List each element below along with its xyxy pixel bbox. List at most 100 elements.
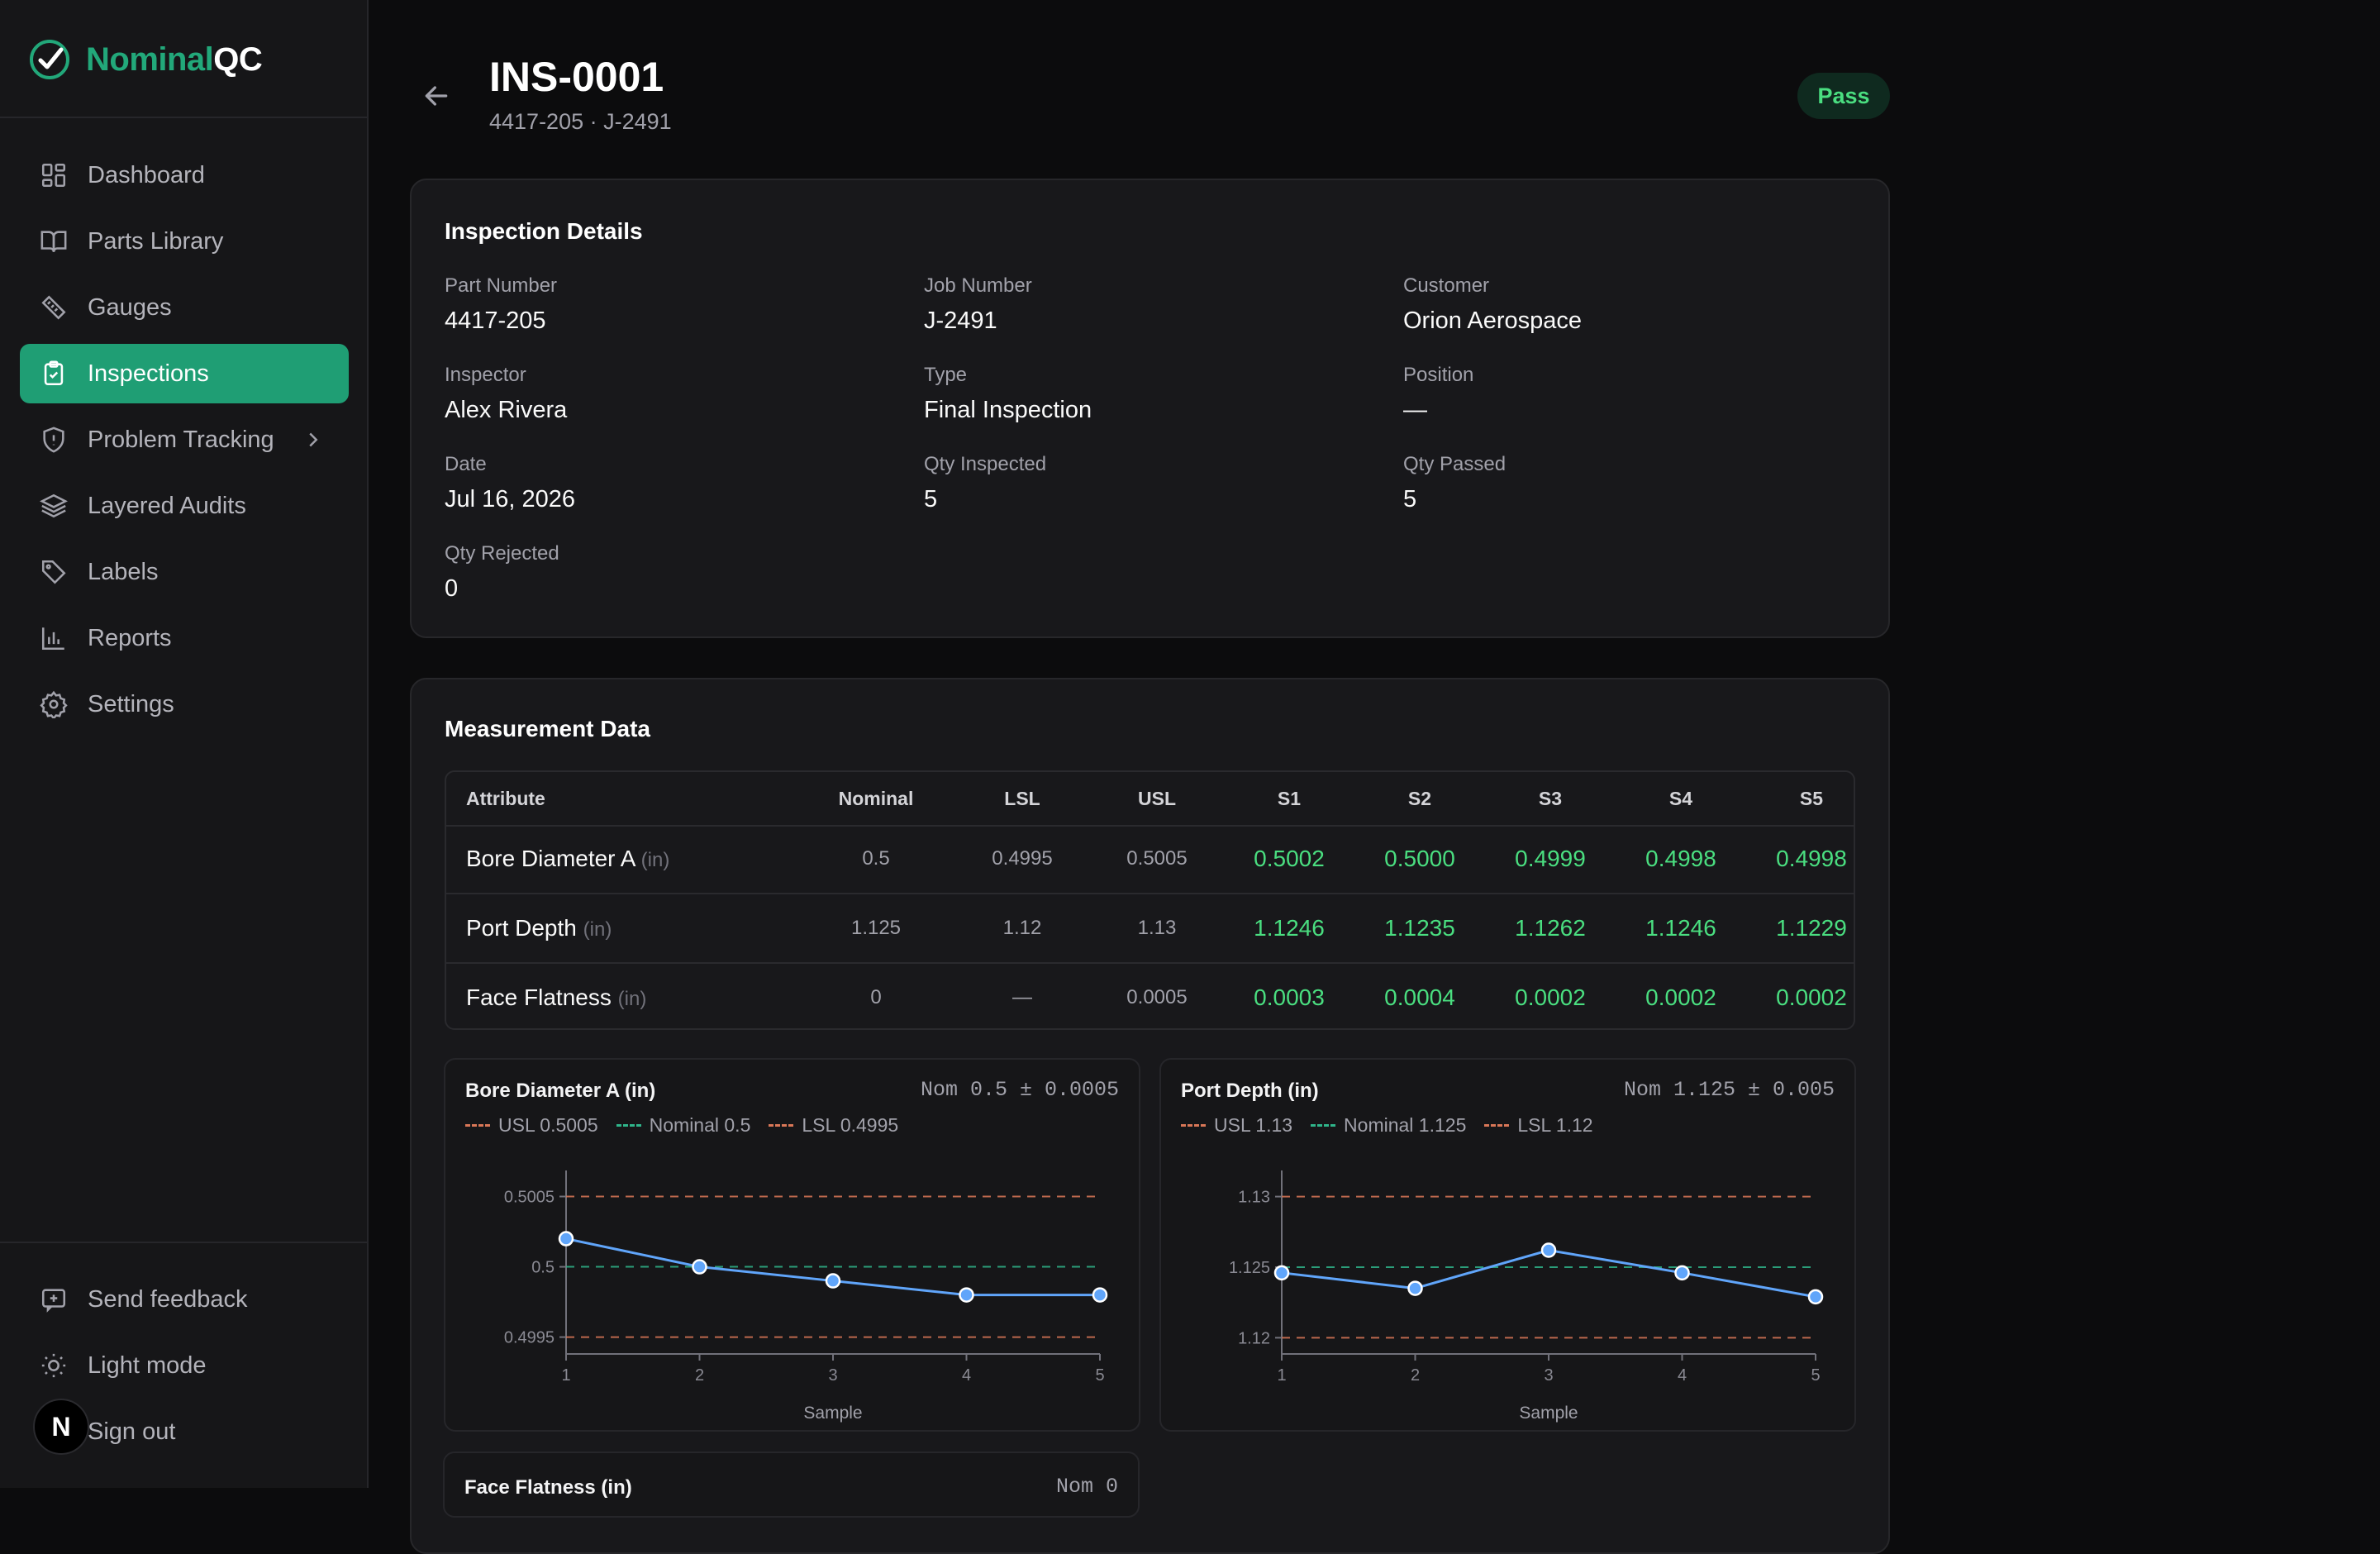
- sidebar-item-parts-library[interactable]: Parts Library: [20, 212, 349, 271]
- field-position: Position —: [1403, 364, 1473, 424]
- usl-cell: 1.13: [1137, 917, 1177, 939]
- dashboard-icon: [41, 163, 66, 188]
- table-row[interactable]: Port Depth (in) 1.125 1.12 1.13 1.1246 1…: [446, 894, 1854, 964]
- sidebar-item-labels[interactable]: Labels: [20, 542, 349, 602]
- legend-swatch: [616, 1124, 641, 1127]
- sidebar-bottom: Send feedback Light mode Sign out: [20, 1270, 349, 1468]
- legend-label: USL 0.5005: [498, 1114, 598, 1136]
- x-tick-label: 2: [1411, 1366, 1420, 1385]
- sidebar-item-label: Dashboard: [88, 161, 205, 188]
- column-header: S4: [1668, 788, 1693, 809]
- book-icon: [40, 231, 67, 252]
- y-tick-label: 1.13: [1238, 1189, 1270, 1207]
- field-value: 4417-205: [445, 307, 546, 334]
- field-label: Position: [1403, 364, 1474, 386]
- x-tick-label: 1: [561, 1366, 570, 1385]
- chart-legend: USL 0.5005 Nominal 0.5 LSL 0.4995: [465, 1114, 898, 1137]
- x-tick-label: 3: [1544, 1366, 1553, 1385]
- data-point: [692, 1259, 707, 1275]
- table-row[interactable]: Bore Diameter A (in) 0.5 0.4995 0.5005 0…: [446, 825, 1854, 894]
- chevron-right-icon: [309, 432, 318, 447]
- y-tick-label: 0.5: [531, 1259, 555, 1277]
- sidebar-item-gauges[interactable]: Gauges: [20, 278, 349, 337]
- sample-cell: 0.0002: [1515, 984, 1586, 1010]
- sample-cell: 0.5002: [1254, 846, 1325, 871]
- column-header: S5: [1799, 788, 1824, 809]
- sun-icon: [41, 1353, 66, 1378]
- x-tick-label: 4: [962, 1366, 971, 1385]
- ruler-icon: [41, 295, 66, 320]
- field-label: Qty Rejected: [445, 542, 559, 565]
- sidebar-item-dashboard[interactable]: Dashboard: [20, 145, 349, 205]
- chart-title: Port Depth (in): [1181, 1080, 1319, 1102]
- card-title: Inspection Details: [445, 218, 643, 244]
- chart-face-flatness: Face Flatness (in) Nom 0: [443, 1452, 1140, 1518]
- chart-plot: 0.4995 0.5 0.5005 1 2 3 4 5 Sample: [504, 1170, 1108, 1423]
- sidebar-item-layered-audits[interactable]: Layered Audits: [20, 476, 349, 536]
- column-header: LSL: [1004, 788, 1040, 809]
- legend-swatch: [1484, 1124, 1510, 1127]
- sidebar-item-label: Layered Audits: [88, 492, 246, 519]
- sidebar-divider: [0, 117, 369, 118]
- field-label: Part Number: [445, 274, 558, 297]
- brand-name: NominalQC: [86, 41, 263, 79]
- sidebar-item-problem-tracking[interactable]: Problem Tracking: [20, 410, 349, 470]
- table-header: Attribute Nominal LSL USL S1 S2 S3 S4 S5: [446, 772, 1854, 827]
- light-mode-toggle[interactable]: Light mode: [20, 1336, 349, 1395]
- x-tick-label: 3: [828, 1366, 837, 1385]
- column-header: Attribute: [466, 788, 545, 809]
- data-point: [558, 1231, 574, 1247]
- legend-label: LSL 1.12: [1517, 1114, 1593, 1136]
- chart-bore-diameter: Bore Diameter A (in) Nom 0.5 ± 0.0005 US…: [444, 1058, 1140, 1432]
- chart-plot: 1.12 1.125 1.13 1 2 3 4 5 Sample: [1229, 1170, 1824, 1423]
- attribute-unit: (in): [640, 849, 670, 871]
- clipboard-check-icon: [44, 360, 64, 386]
- lsl-cell: 1.12: [1002, 917, 1042, 939]
- field-value: 0: [445, 575, 459, 602]
- check-circle-icon: [30, 40, 69, 79]
- send-feedback-button[interactable]: Send feedback: [20, 1270, 349, 1329]
- field-value: —: [1403, 397, 1427, 423]
- sidebar-item-reports[interactable]: Reports: [20, 608, 349, 668]
- chart-port-depth: Port Depth (in) Nom 1.125 ± 0.005 USL 1.…: [1159, 1058, 1856, 1432]
- logo[interactable]: NominalQC: [28, 36, 263, 83]
- x-tick-label: 1: [1277, 1366, 1286, 1385]
- attribute-cell: Face Flatness (in): [466, 964, 647, 1028]
- bar-chart-icon: [41, 627, 64, 651]
- legend-usl: USL 0.5005: [465, 1114, 598, 1137]
- lsl-cell: —: [1012, 986, 1032, 1008]
- sidebar-item-settings[interactable]: Settings: [20, 675, 349, 734]
- legend-lsl: LSL 0.4995: [769, 1114, 898, 1137]
- table-row[interactable]: Face Flatness (in) 0 — 0.0005 0.0003 0.0…: [446, 964, 1854, 1028]
- sidebar-item-inspections[interactable]: Inspections: [20, 344, 349, 403]
- card-title: Measurement Data: [445, 716, 650, 741]
- legend-label: USL 1.13: [1214, 1114, 1293, 1136]
- sample-cell: 0.0004: [1384, 984, 1455, 1010]
- sidebar: NominalQC Dashboard Parts Library Gauges…: [0, 0, 369, 1488]
- y-tick-label: 0.4995: [504, 1329, 555, 1347]
- data-point: [1407, 1280, 1423, 1296]
- field-value: 5: [924, 486, 938, 512]
- back-arrow-icon[interactable]: [420, 79, 453, 112]
- sidebar-item-label: Reports: [88, 624, 172, 651]
- data-point: [1540, 1242, 1557, 1258]
- sidebar-item-label: Gauges: [88, 293, 172, 321]
- attribute-name: Face Flatness: [466, 984, 612, 1010]
- nominal-cell: 0.5: [862, 847, 890, 870]
- avatar[interactable]: N: [33, 1399, 89, 1455]
- legend-label: Nominal 0.5: [649, 1114, 751, 1136]
- sample-cell: 1.1262: [1515, 915, 1586, 941]
- field-part-number: Part Number 4417-205: [445, 274, 557, 335]
- field-inspector: Inspector Alex Rivera: [445, 364, 567, 424]
- field-label: Inspector: [445, 364, 526, 386]
- legend-swatch: [1181, 1124, 1206, 1127]
- attribute-unit: (in): [617, 988, 647, 1010]
- sample-cell: 0.5000: [1384, 846, 1455, 871]
- sidebar-item-label: Problem Tracking: [88, 426, 274, 453]
- measurement-table: Attribute Nominal LSL USL S1 S2 S3 S4 S5…: [445, 770, 1855, 1030]
- sample-cell: 1.1229: [1776, 915, 1847, 941]
- sample-cell: 1.1246: [1254, 915, 1325, 941]
- field-customer: Customer Orion Aerospace: [1403, 274, 1582, 335]
- field-label: Customer: [1403, 274, 1490, 297]
- nominal-cell: 1.125: [850, 917, 902, 939]
